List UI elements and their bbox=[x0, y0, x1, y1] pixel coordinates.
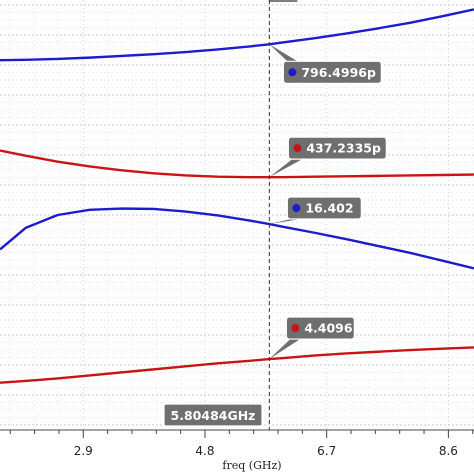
marker-value: 796.4996p bbox=[301, 65, 376, 80]
cursor-label-box bbox=[163, 403, 263, 427]
cursor-layer bbox=[268, 0, 298, 430]
marker-dot bbox=[288, 68, 297, 77]
marker-leader bbox=[269, 339, 301, 360]
marker-value: 16.402 bbox=[305, 201, 353, 216]
x-tick-label: 4.8 bbox=[195, 444, 214, 458]
marker-layer: 796.4996p 437.2335p 16.402 4.4096 5.80484GHz bbox=[163, 44, 387, 427]
marker-leader bbox=[269, 44, 298, 62]
marker-label-box bbox=[286, 196, 362, 220]
marker-dot bbox=[292, 204, 301, 213]
x-tick-label: 6.7 bbox=[317, 444, 336, 458]
marker-label-box bbox=[285, 316, 355, 340]
series-line-3 bbox=[0, 207, 474, 270]
marker-value: 4.4096 bbox=[304, 321, 353, 336]
x-axis-band bbox=[0, 431, 474, 474]
x-tick-label: 8.6 bbox=[439, 444, 458, 458]
marker-callout-2: 437.2335p bbox=[269, 136, 387, 178]
marker-callout-3: 16.402 bbox=[269, 196, 362, 225]
marker-leader bbox=[269, 159, 303, 178]
marker-leader bbox=[269, 219, 302, 225]
cursor-label-text: 5.80484GHz bbox=[171, 408, 256, 423]
x-tick-label: 2.9 bbox=[74, 444, 93, 458]
marker-label-box bbox=[282, 60, 382, 84]
x-axis: 2.9 4.8 6.7 8.6 freq (GHz) bbox=[0, 429, 474, 474]
grid bbox=[0, 0, 474, 430]
marker-label-box bbox=[287, 136, 387, 160]
series-line-2 bbox=[0, 149, 474, 179]
cursor-label: 5.80484GHz bbox=[163, 403, 263, 427]
series-layer bbox=[0, 8, 474, 384]
marker-dot bbox=[291, 324, 300, 333]
marker-callout-1: 796.4996p bbox=[269, 44, 382, 84]
x-axis-title: freq (GHz) bbox=[222, 459, 281, 472]
marker-dot bbox=[293, 144, 302, 153]
marker-value: 437.2335p bbox=[306, 141, 381, 156]
series-line-4 bbox=[0, 346, 474, 384]
marker-callout-4: 4.4096 bbox=[269, 316, 355, 360]
series-line-1 bbox=[0, 8, 474, 62]
